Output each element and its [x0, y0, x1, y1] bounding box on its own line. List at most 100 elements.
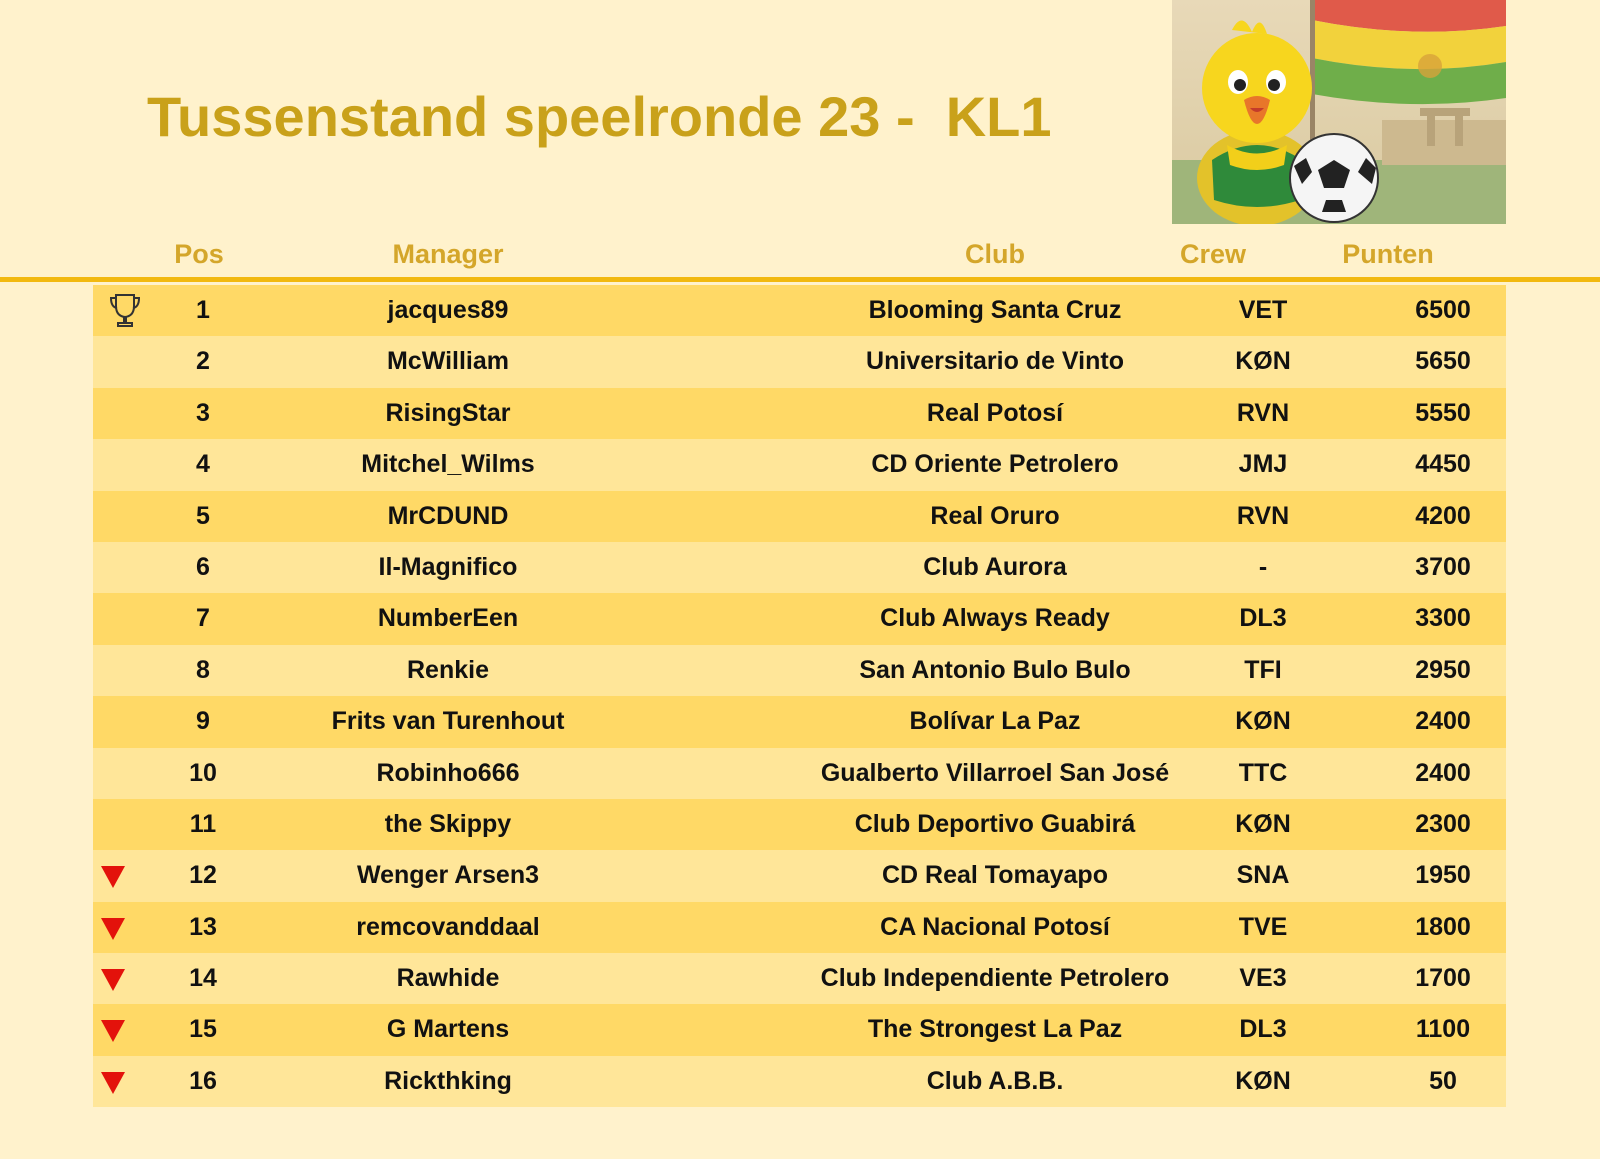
header-divider [0, 277, 1600, 282]
cell-manager: Rawhide [396, 964, 500, 993]
row-marker [93, 593, 153, 644]
table-row: 10 Robinho666 Gualberto Villarroel San Jos… [93, 747, 1506, 799]
cell-club: CD Real Tomayapo [882, 861, 1108, 890]
cell-points: 1950 [1415, 861, 1471, 890]
cell-club: Real Potosí [926, 398, 1064, 427]
cell-manager: remcovanddaal [356, 912, 540, 941]
cell-club: Blooming Santa Cruz [868, 296, 1122, 324]
cell-manager: RisingStar [385, 398, 511, 427]
cell-club: Club A.B.B. [926, 1066, 1064, 1095]
cell-club: The Strongest La Paz [867, 1015, 1123, 1044]
cell-pos: 1 [196, 296, 210, 324]
cell-pos: 13 [189, 912, 217, 941]
cell-pos: 12 [189, 861, 217, 890]
cell-pos: 16 [189, 1066, 217, 1095]
cell-pos: 6 [196, 552, 210, 581]
table-row: 2 McWilliam Universitario de Vinto KØN 5650 [93, 336, 1506, 388]
row-marker [93, 285, 153, 336]
cell-pos: 4 [196, 450, 210, 479]
cell-club: Real Oruro [930, 501, 1060, 530]
table-row: 9 Frits van Turenhout Bolívar La Paz KØN 240… [93, 696, 1506, 748]
cell-crew: KØN [1235, 347, 1291, 376]
column-header-pos: Pos [174, 239, 224, 269]
cell-club: Club Deportivo Guabirá [854, 809, 1136, 838]
cell-pos: 15 [189, 1015, 217, 1044]
cell-points: 6500 [1415, 296, 1471, 324]
cell-points: 3700 [1415, 552, 1471, 581]
table-row: 8 Renkie San Antonio Bulo Bulo TFI 2950 [93, 644, 1506, 697]
cell-manager: MrCDUND [387, 501, 509, 530]
table-row: 11 the Skippy Club Deportivo Guabirá KØN 230… [93, 798, 1506, 851]
row-marker [93, 850, 153, 901]
table-row: 1 jacques89 Blooming Santa Cruz VET 6500 [93, 285, 1506, 337]
cell-club: CA Nacional Potosí [880, 912, 1110, 941]
row-marker [93, 542, 153, 593]
row-marker [93, 388, 153, 439]
down-arrow-icon [101, 1020, 125, 1043]
cell-crew: DL3 [1239, 1015, 1287, 1044]
row-marker [93, 645, 153, 696]
down-arrow-icon [101, 969, 125, 992]
cell-pos: 11 [189, 809, 217, 838]
cell-club: Club Always Ready [880, 604, 1110, 633]
trophy-icon [109, 294, 141, 327]
cell-crew: JMJ [1238, 450, 1288, 479]
cell-crew: RVN [1236, 501, 1290, 530]
cell-crew: SNA [1236, 861, 1290, 890]
cell-manager: the Skippy [384, 809, 512, 838]
down-arrow-icon [101, 866, 125, 889]
row-marker [93, 902, 153, 953]
cell-club: Gualberto Villarroel San José [820, 758, 1170, 787]
column-header-points: Punten [1342, 239, 1434, 269]
cell-points: 4200 [1415, 501, 1471, 530]
cell-pos: 2 [196, 347, 210, 376]
table-row: 4 Mitchel_Wilms CD Oriente Petrolero JMJ 445… [93, 439, 1506, 491]
table-row: 7 NumberEen Club Always Ready DL3 3300 [93, 593, 1506, 645]
cell-crew: - [1258, 552, 1268, 581]
cell-crew: TFI [1244, 655, 1282, 684]
standings-table: 1 jacques89 Blooming Santa Cruz VET 6500 2 McW… [93, 285, 1506, 1108]
cell-crew: KØN [1235, 707, 1291, 736]
down-arrow-icon [101, 1071, 125, 1094]
row-marker [93, 439, 153, 490]
cell-points: 2400 [1415, 707, 1471, 736]
cell-manager: Frits van Turenhout [331, 707, 565, 736]
cell-crew: TTC [1238, 758, 1288, 787]
cell-pos: 9 [196, 707, 210, 736]
cell-crew: VET [1238, 296, 1288, 324]
cell-manager: McWilliam [386, 347, 510, 376]
cell-crew: RVN [1236, 398, 1290, 427]
cell-manager: jacques89 [387, 296, 509, 324]
cell-club: CD Oriente Petrolero [871, 450, 1119, 479]
cell-crew: KØN [1235, 1066, 1291, 1095]
cell-points: 3300 [1415, 604, 1471, 633]
cell-crew: DL3 [1239, 604, 1287, 633]
table-row: 15 G Martens The Strongest La Paz DL3 1100 [93, 1004, 1506, 1056]
cell-points: 4450 [1415, 450, 1471, 479]
table-row: 5 MrCDUND Real Oruro RVN 4200 [93, 490, 1506, 542]
cell-points: 2950 [1415, 655, 1471, 684]
cell-points: 5550 [1415, 398, 1471, 427]
table-row: 16 Rickthking Club A.B.B. KØN 50 [93, 1055, 1506, 1108]
cell-points: 2300 [1415, 809, 1471, 838]
cell-club: Club Independiente Petrolero [820, 964, 1170, 993]
table-row: 12 Wenger Arsen3 CD Real Tomayapo SNA 1950 [93, 850, 1506, 902]
cell-club: Bolívar La Paz [909, 707, 1081, 736]
cell-manager: Il-Magnifico [378, 552, 518, 581]
cell-club: Universitario de Vinto [866, 347, 1124, 376]
cell-crew: TVE [1238, 912, 1288, 941]
cell-pos: 5 [196, 501, 210, 530]
table-row: 3 RisingStar Real Potosí RVN 5550 [93, 387, 1506, 440]
row-marker [93, 1056, 153, 1107]
row-marker [93, 748, 153, 799]
cell-manager: Mitchel_Wilms [361, 450, 535, 479]
page-title: Tussenstand speelronde 23 - KL1 [147, 85, 1052, 148]
row-marker [93, 491, 153, 542]
column-header-manager: Manager [392, 239, 504, 269]
table-row: 6 Il-Magnifico Club Aurora - 3700 [93, 541, 1506, 594]
cell-manager: NumberEen [377, 604, 519, 633]
row-marker [93, 799, 153, 850]
cell-points: 1800 [1415, 912, 1471, 941]
cell-pos: 3 [196, 398, 210, 427]
cell-pos: 8 [196, 655, 210, 684]
